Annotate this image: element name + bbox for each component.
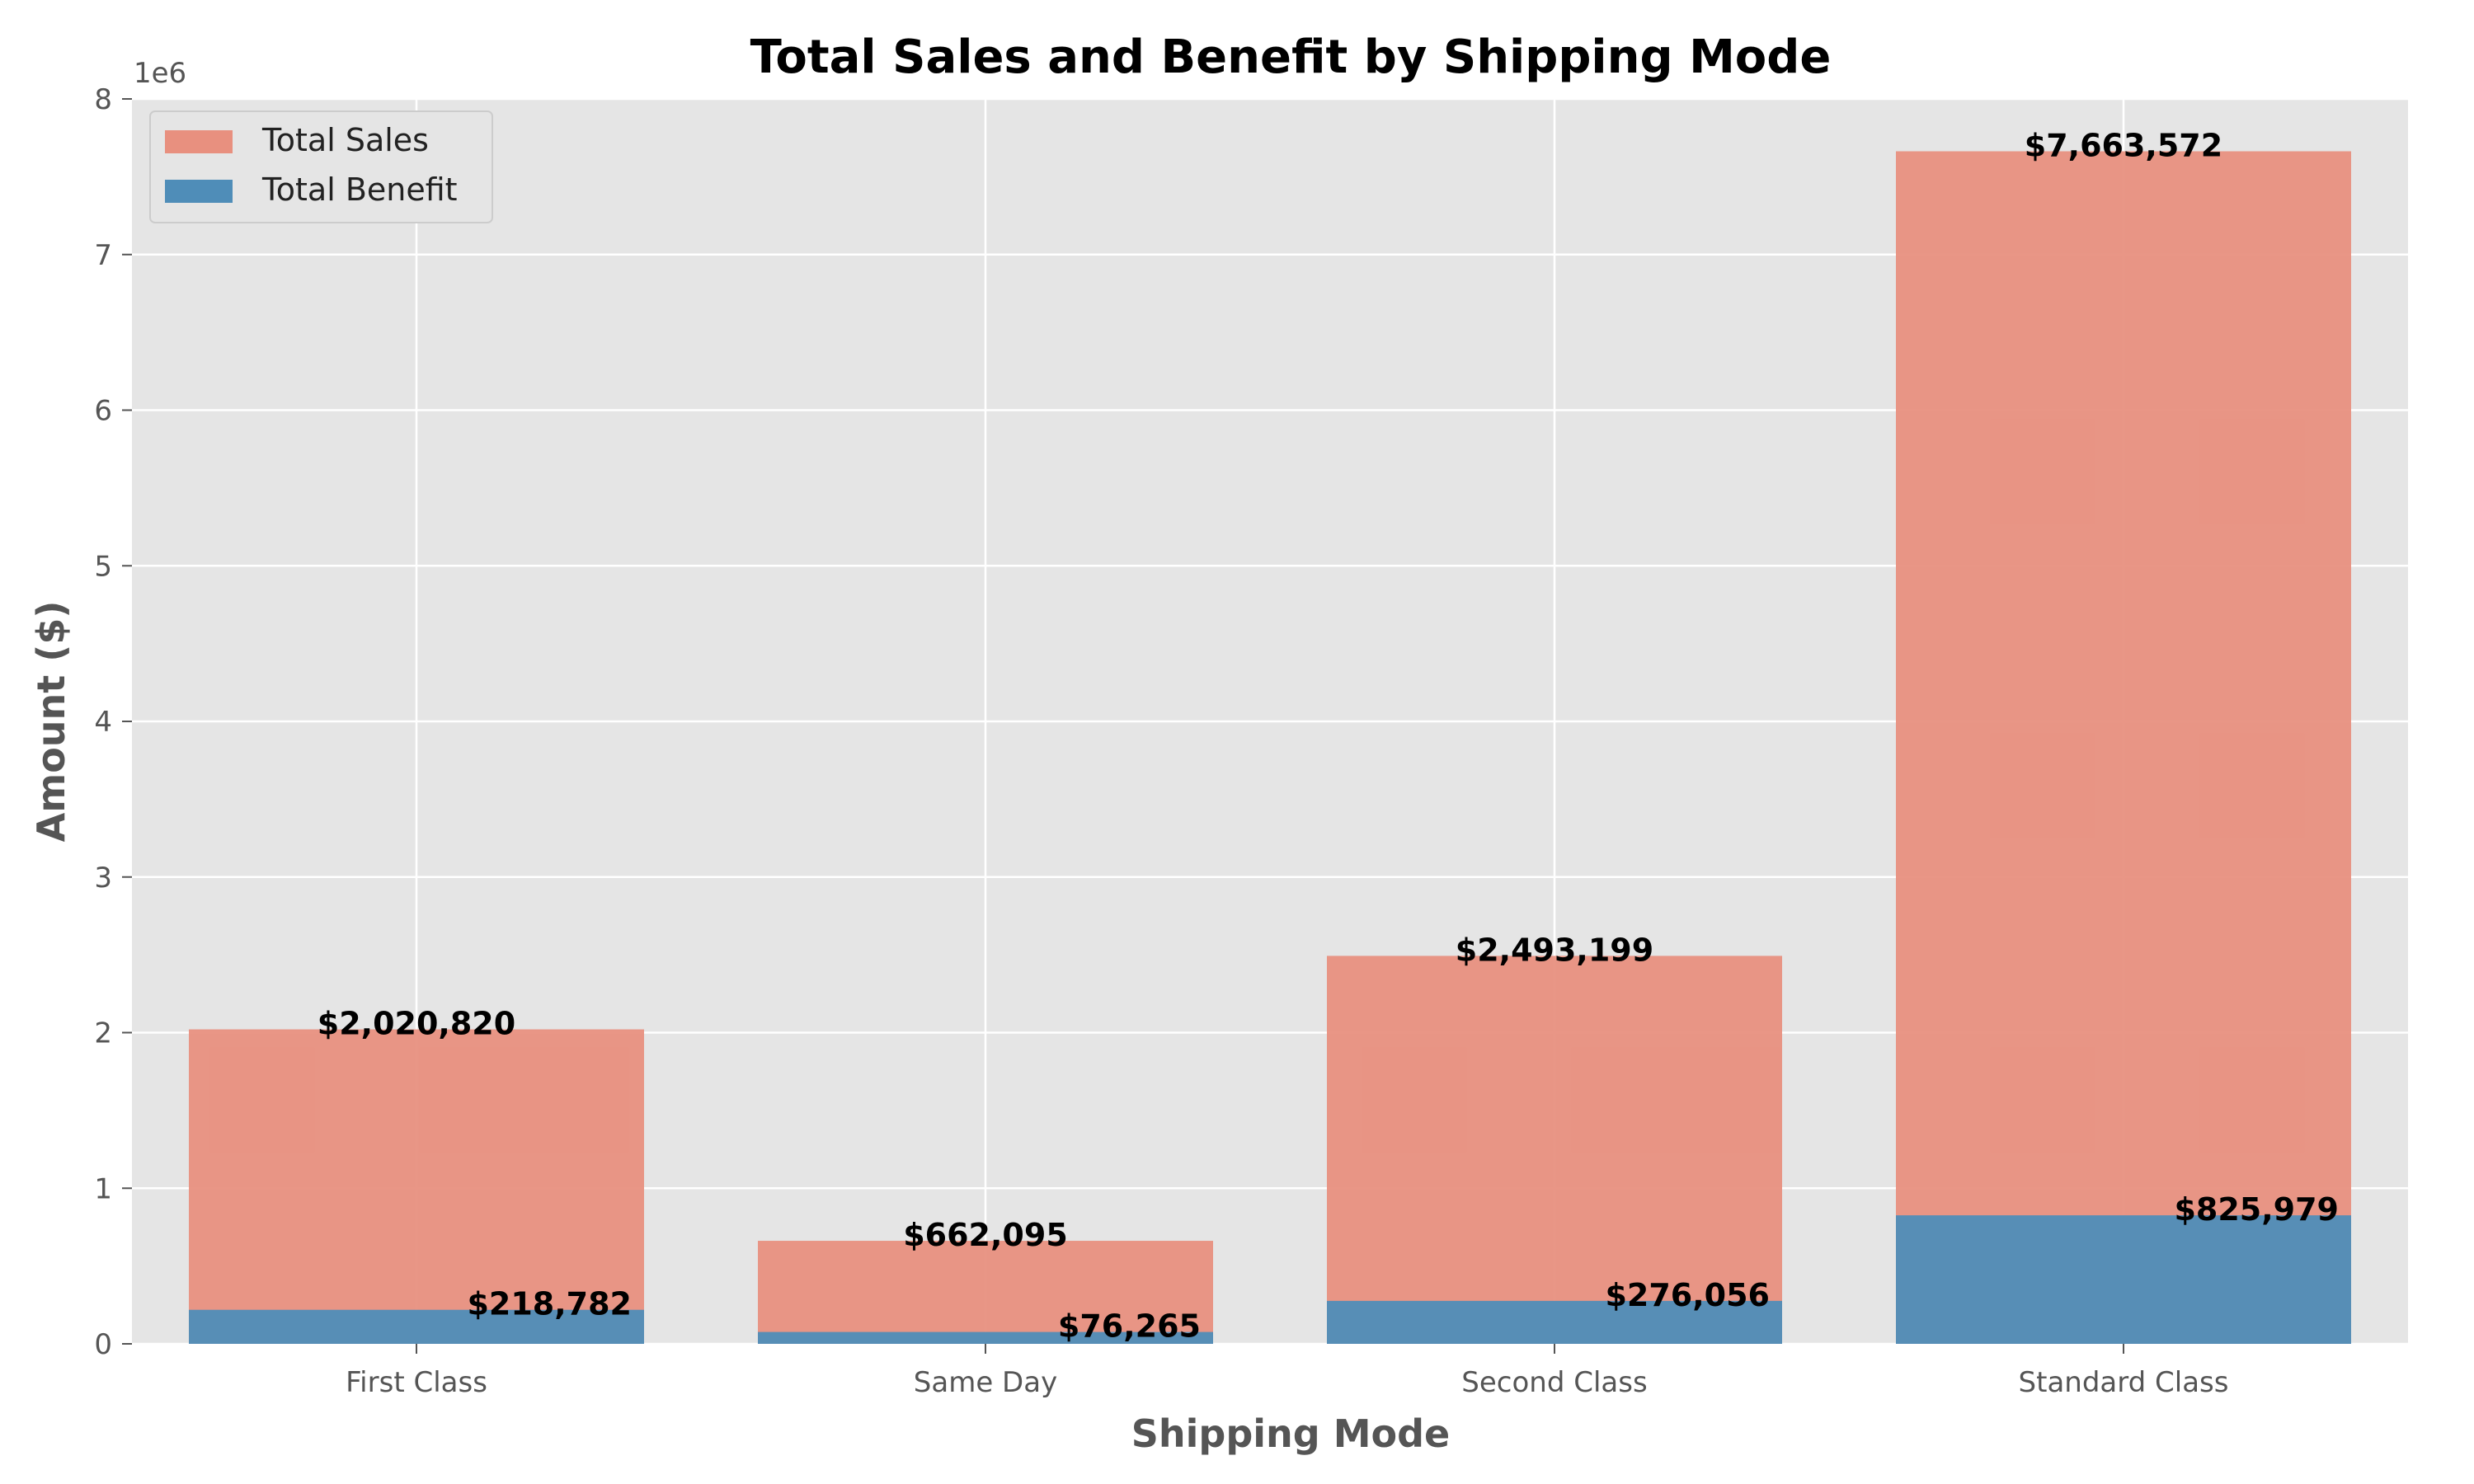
- legend-swatch-total-benefit: [165, 180, 233, 203]
- y-tick-label: 6: [94, 395, 112, 428]
- bar-total-sales-standard-class: [1896, 151, 2351, 1345]
- legend: Total Sales Total Benefit: [149, 110, 493, 223]
- y-tick-label: 4: [94, 706, 112, 739]
- legend-label-total-sales: Total Sales: [261, 122, 429, 158]
- data-labels: $2,020,820 $662,095 $2,493,199 $7,663,572 $2…: [317, 128, 2339, 1345]
- data-label-total-sales-second-class: $2,493,199: [1456, 932, 1653, 968]
- data-label-total-benefit-first-class: $218,782: [467, 1286, 632, 1322]
- x-tick-label-second-class: Second Class: [1461, 1366, 1647, 1399]
- data-label-total-benefit-standard-class: $825,979: [2174, 1191, 2339, 1228]
- data-label-total-benefit-same-day: $76,265: [1058, 1308, 1201, 1345]
- x-tick-label-first-class: First Class: [346, 1366, 487, 1399]
- legend-swatch-total-sales: [165, 130, 233, 153]
- y-tick-label: 8: [94, 83, 112, 116]
- y-tick-label: 3: [94, 862, 112, 895]
- data-label-total-sales-standard-class: $7,663,572: [2025, 128, 2222, 164]
- legend-label-total-benefit: Total Benefit: [261, 171, 458, 208]
- y-axis-offset-label: 1e6: [134, 57, 186, 90]
- bar-total-benefit-same-day: [758, 1331, 1213, 1344]
- axes: 0 1 2 3 4 5 6 7 8 First Class Same Day Second Class…: [94, 83, 2228, 1399]
- data-label-total-sales-first-class: $2,020,820: [317, 1006, 515, 1042]
- x-tick-label-same-day: Same Day: [914, 1366, 1057, 1399]
- y-tick-label: 0: [94, 1328, 112, 1361]
- bars: [189, 151, 2351, 1345]
- bar-total-sales-first-class: [189, 1029, 644, 1344]
- bar-total-benefit-second-class: [1327, 1300, 1782, 1344]
- y-tick-label: 7: [94, 239, 112, 272]
- data-label-total-sales-same-day: $662,095: [903, 1217, 1068, 1253]
- bar-total-benefit-first-class: [189, 1309, 644, 1344]
- data-label-total-benefit-second-class: $276,056: [1605, 1277, 1770, 1313]
- bar-total-sales-second-class: [1327, 956, 1782, 1344]
- y-tick-label: 1: [94, 1172, 112, 1205]
- bar-total-sales-same-day: [758, 1241, 1213, 1344]
- y-tick-label: 5: [94, 550, 112, 583]
- x-axis-title: Shipping Mode: [1131, 1411, 1450, 1456]
- y-axis-title: Amount ($): [29, 601, 73, 843]
- legend-box: [149, 110, 493, 223]
- x-tick-label-standard-class: Standard Class: [2019, 1366, 2229, 1399]
- bar-total-benefit-standard-class: [1896, 1215, 2351, 1344]
- chart-title: Total Sales and Benefit by Shipping Mode: [750, 31, 1832, 84]
- y-tick-label: 2: [94, 1017, 112, 1050]
